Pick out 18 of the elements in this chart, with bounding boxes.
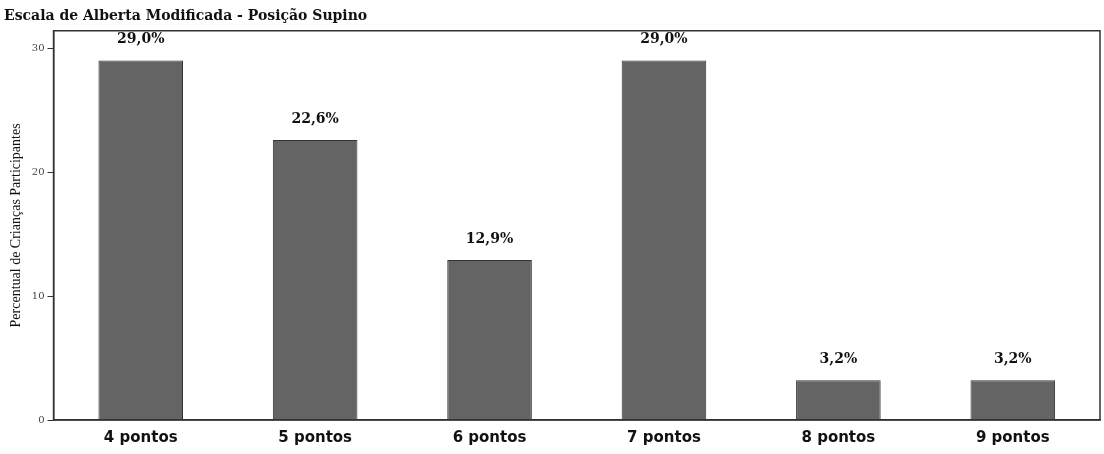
x-tick-label: 4 pontos bbox=[103, 427, 178, 446]
y-tick-label: 30 bbox=[31, 41, 45, 53]
data-label: 12,9% bbox=[465, 229, 514, 246]
data-label: 22,6% bbox=[291, 109, 339, 126]
x-tick-label: 6 pontos bbox=[452, 427, 527, 446]
x-tick-label: 9 pontos bbox=[975, 427, 1050, 446]
x-tick-label: 5 pontos bbox=[278, 427, 353, 446]
data-label: 29,0% bbox=[640, 30, 688, 47]
data-label: 3,2% bbox=[819, 349, 858, 366]
y-tick-label: 0 bbox=[38, 413, 45, 425]
y-axis-title: Percentual de Crianças Participantes bbox=[8, 123, 24, 328]
data-label: 3,2% bbox=[993, 349, 1032, 366]
chart-title: Escala de Alberta Modificada - Posição Supino bbox=[4, 7, 368, 24]
y-tick-label: 10 bbox=[31, 289, 45, 301]
x-tick-label: 7 pontos bbox=[627, 427, 701, 446]
x-tick-label: 8 pontos bbox=[801, 427, 876, 446]
data-label: 29,0% bbox=[117, 30, 165, 47]
y-tick-label: 20 bbox=[31, 165, 45, 177]
